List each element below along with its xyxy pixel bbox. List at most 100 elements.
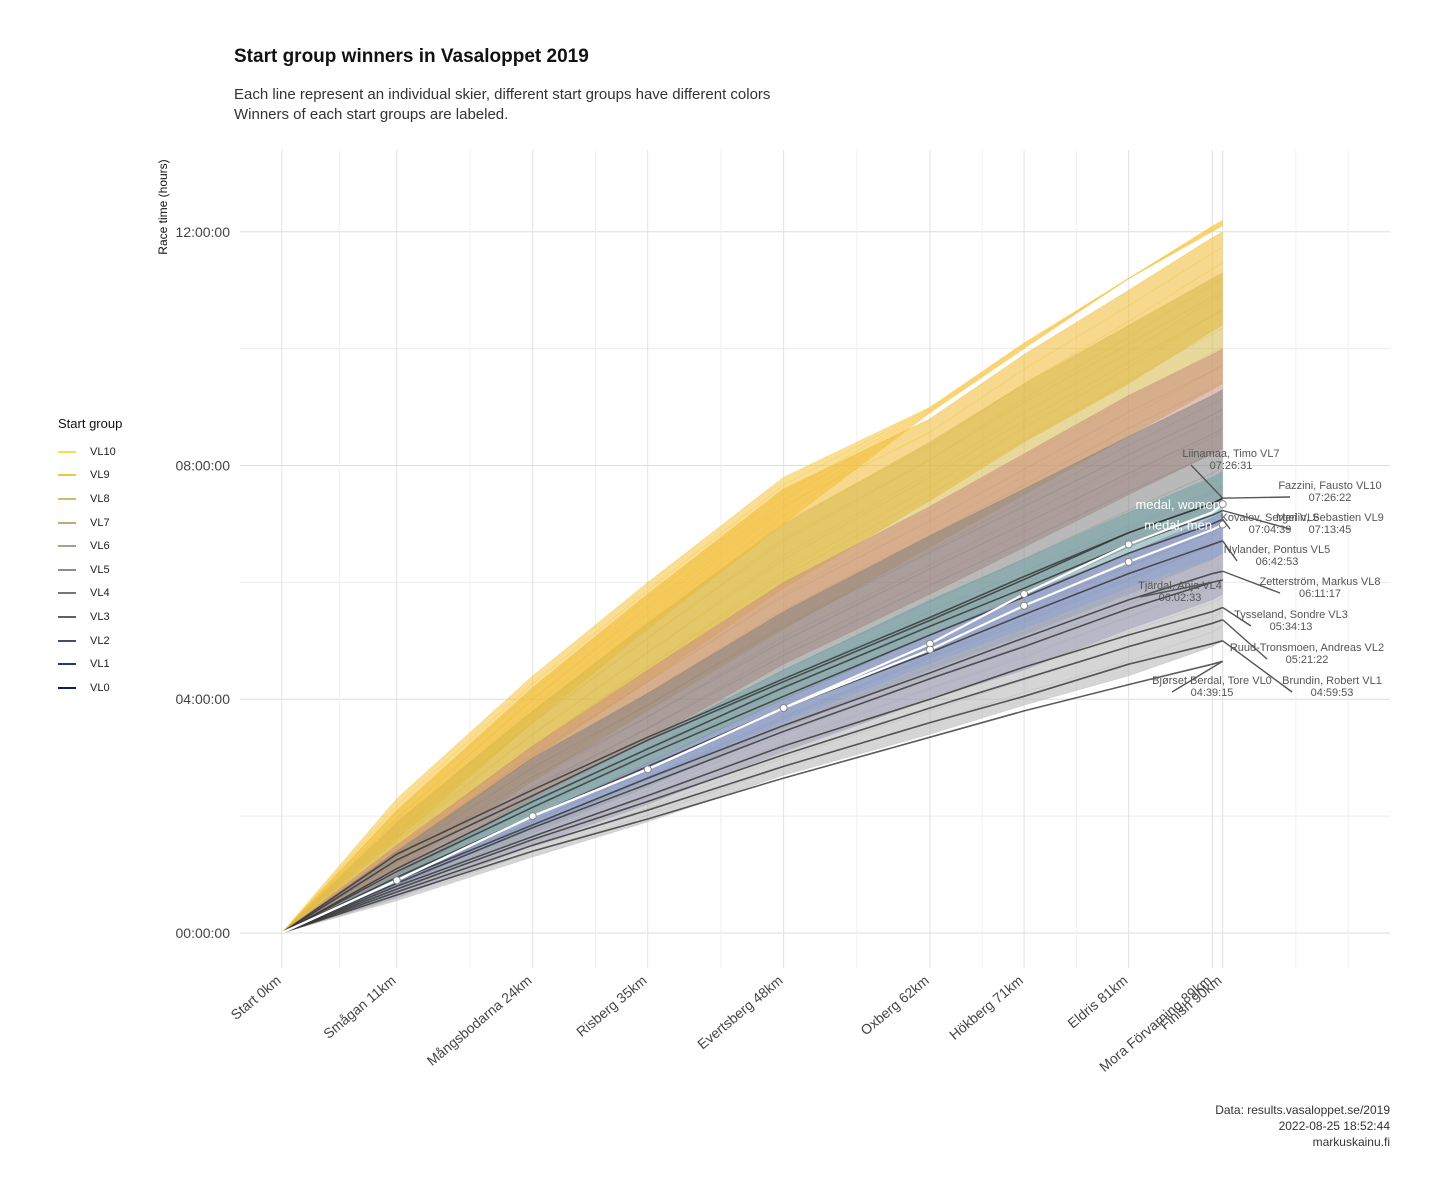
subtitle-line-1: Each line represent an individual skier,…	[234, 86, 771, 103]
skier-line	[281, 309, 1223, 934]
legend-swatch	[58, 545, 76, 548]
winner-time-label: 07:04:39	[1249, 524, 1292, 536]
skier-line	[281, 428, 1223, 934]
winner-time-label: 04:39:15	[1191, 687, 1234, 699]
caption-timestamp: 2022-08-25 18:52:44	[1278, 1119, 1390, 1133]
winner-line	[281, 579, 1223, 934]
winner-line	[281, 518, 1224, 934]
medal-men-line	[281, 523, 1224, 934]
winner-name-label: Fazzini, Fausto VL10	[1278, 480, 1381, 492]
skier-line	[281, 220, 1223, 934]
legend-item: VL7	[58, 511, 122, 535]
caption: Data: results.vasaloppet.se/2019 2022-08…	[1215, 1102, 1390, 1150]
x-tick-label: Evertsberg 48km	[694, 972, 785, 1052]
skier-line	[281, 364, 1223, 934]
legend-swatch	[58, 663, 76, 666]
legend-item: VL9	[58, 464, 122, 488]
skier-line	[281, 219, 1223, 934]
medal-men-line-point	[528, 812, 537, 821]
medal-men-line-point	[392, 876, 401, 885]
winner-time-label: 06:02:33	[1159, 592, 1202, 604]
winner-leader-line	[1139, 579, 1223, 598]
legend-swatch	[58, 639, 76, 642]
winner-name-label: Tjärdal, Anja VL4	[1138, 580, 1222, 592]
skier-line	[281, 640, 1223, 934]
winner-leader-line	[1222, 619, 1268, 660]
medal-men-line-point	[643, 765, 652, 774]
winner-time-label: 07:26:22	[1309, 492, 1352, 504]
legend-item: VL5	[58, 558, 122, 582]
legend-item: VL0	[58, 676, 122, 700]
legend-swatch	[58, 450, 76, 453]
x-tick-label: Start 0km	[228, 972, 284, 1023]
skier-line	[281, 272, 1223, 934]
medal-men-line-point	[779, 703, 788, 712]
legend-label: VL7	[90, 516, 110, 529]
legend-item: VL1	[58, 652, 122, 676]
winner-time-label: 07:13:45	[1309, 524, 1352, 536]
winner-line	[281, 540, 1223, 934]
skier-line	[281, 348, 1223, 934]
caption-author: markuskainu.fi	[1312, 1135, 1390, 1149]
winner-line	[281, 606, 1223, 934]
winner-leader-line	[1222, 606, 1252, 627]
legend-swatch	[58, 521, 76, 524]
x-tick-label: Hökberg 71km	[946, 972, 1026, 1043]
legend-label: VL8	[90, 492, 110, 505]
legend-label: VL1	[90, 658, 110, 671]
skier-line	[281, 552, 1223, 934]
winner-line	[281, 509, 1224, 934]
legend-item: VL2	[58, 629, 122, 653]
medal-women-line-point	[1124, 540, 1133, 549]
legend-label: VL2	[90, 634, 110, 647]
winner-name-label: Zetterström, Markus VL8	[1259, 576, 1380, 588]
medal-men-line-point	[926, 645, 934, 654]
winner-line	[281, 570, 1223, 934]
winner-leader-line	[1222, 570, 1281, 594]
skier-line	[281, 290, 1223, 934]
chart-subtitle: Each line represent an individual skier,…	[234, 85, 770, 125]
legend-item: VL6	[58, 534, 122, 558]
winner-name-label: Ruud-Tronsmoen, Andreas VL2	[1230, 642, 1384, 654]
legend-item: VL8	[58, 487, 122, 511]
winner-time-label: 05:34:13	[1270, 621, 1313, 633]
x-tick-label: Eldris 81km	[1064, 972, 1130, 1031]
winner-time-label: 05:21:22	[1286, 654, 1329, 666]
medal-women-line-point	[1020, 590, 1029, 599]
y-tick-label: 04:00:00	[176, 691, 231, 707]
winner-line	[281, 497, 1224, 934]
winner-name-label: Merlin, Sebastien VL9	[1276, 512, 1384, 524]
medal-men-line-point	[1124, 557, 1133, 566]
legend-label: VL0	[90, 681, 110, 694]
winner-time-label: 06:11:17	[1299, 588, 1341, 600]
legend: Start group VL10 VL9 VL8 VL7 VL6 VL5 VL4 VL3 VL2…	[58, 416, 122, 700]
y-tick-label: 00:00:00	[176, 925, 231, 941]
winner-line	[281, 619, 1223, 934]
subtitle-line-2: Winners of each start groups are labeled…	[234, 106, 509, 123]
legend-swatch	[58, 686, 76, 689]
winner-name-label: Brundin, Robert VL1	[1282, 675, 1382, 687]
legend-title: Start group	[58, 416, 123, 431]
medal-women-line-point	[1218, 500, 1227, 509]
legend-label: VL9	[90, 469, 110, 482]
winner-name-label: Liinamaa, Timo VL7	[1182, 448, 1279, 460]
winner-name-label: Kovalev, Sergei VL6	[1221, 512, 1320, 524]
legend-label: VL3	[90, 610, 110, 623]
caption-source: Data: results.vasaloppet.se/2019	[1215, 1103, 1390, 1117]
skier-line	[281, 389, 1223, 934]
x-tick-label: Mångsbodarna 24km	[424, 972, 535, 1069]
legend-swatch	[58, 592, 76, 595]
winner-leader-line	[1222, 518, 1231, 530]
legend-label: VL4	[90, 587, 110, 600]
legend-label: VL5	[90, 563, 110, 576]
legend-item: VL10	[58, 440, 122, 464]
skier-line	[281, 247, 1223, 934]
legend-swatch	[58, 568, 76, 571]
skier-line	[281, 471, 1223, 934]
y-tick-label: 08:00:00	[176, 458, 231, 474]
medal-men-line-point	[1020, 601, 1029, 610]
x-tick-label: Risberg 35km	[573, 972, 649, 1040]
legend-items: VL10 VL9 VL8 VL7 VL6 VL5 VL4 VL3 VL2 VL1 VL0	[58, 440, 122, 700]
skier-line	[281, 231, 1223, 934]
skier-line	[281, 484, 1223, 934]
